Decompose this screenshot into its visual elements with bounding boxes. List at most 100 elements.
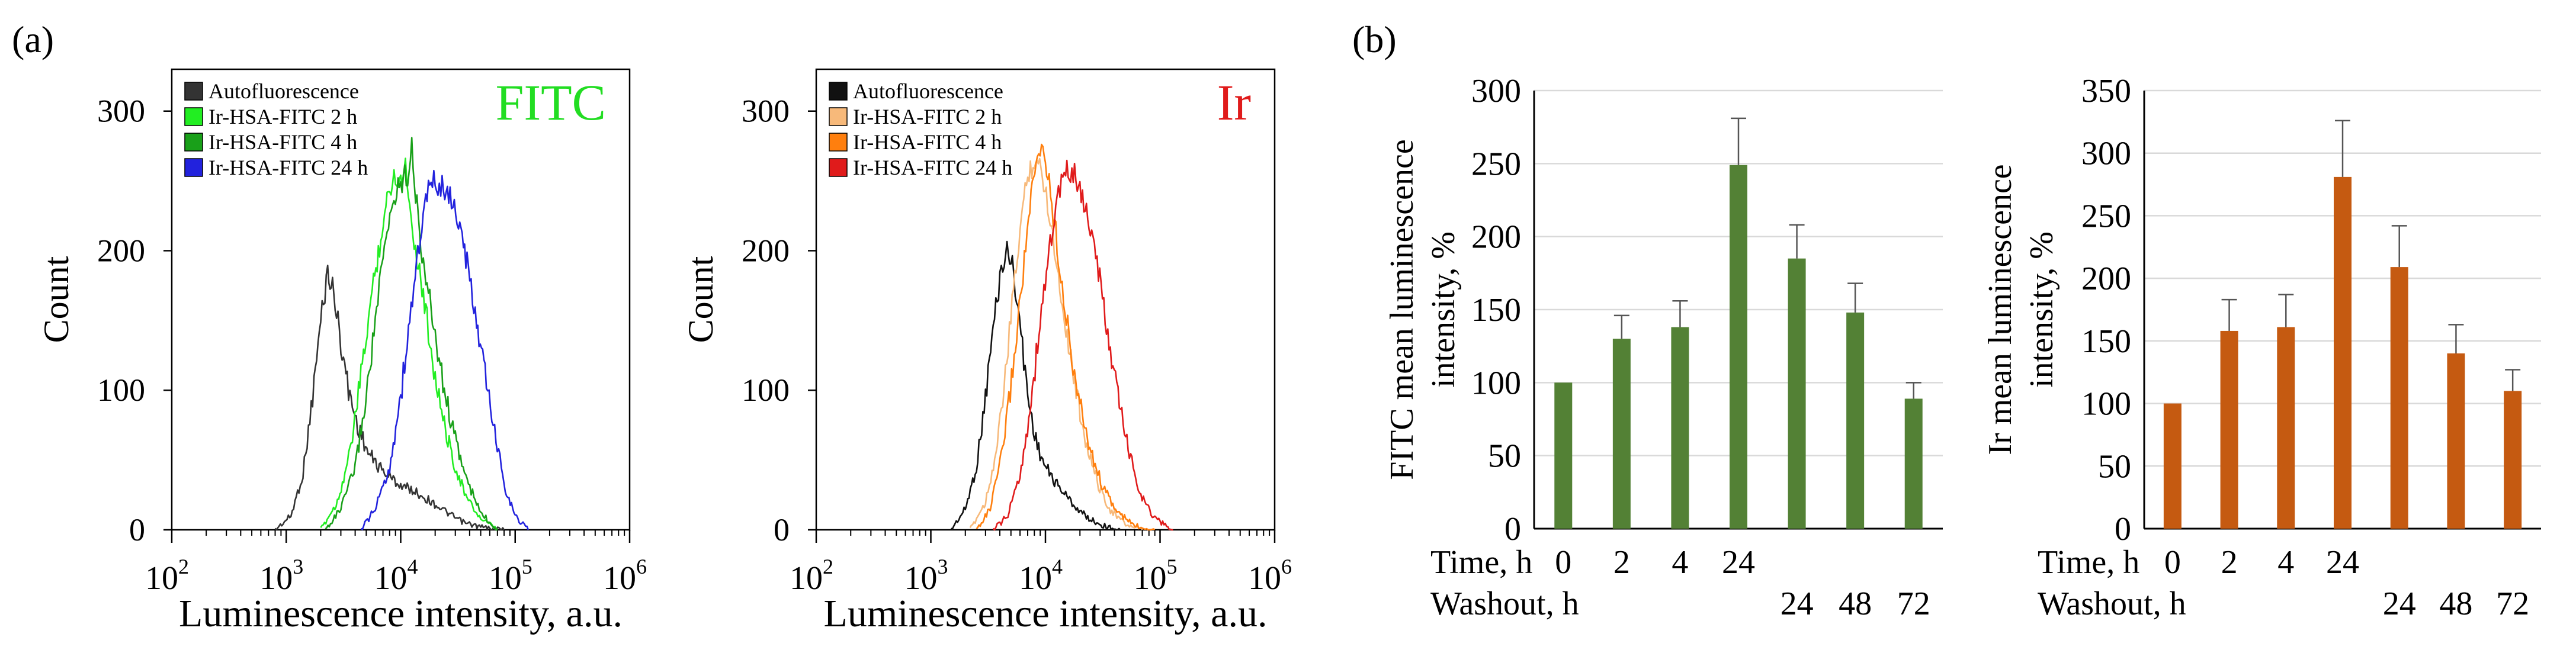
legend-label-3: Ir-HSA-FITC 24 h bbox=[208, 156, 368, 179]
x-tick-label: 102 bbox=[145, 555, 189, 597]
legend-label-1: Ir-HSA-FITC 2 h bbox=[208, 105, 357, 128]
bar-1 bbox=[2220, 330, 2238, 529]
y-axis-label-line2: intensity, % bbox=[1425, 231, 1462, 388]
series-line-1 bbox=[320, 157, 498, 531]
bar-1 bbox=[1612, 339, 1631, 529]
y-tick-label: 250 bbox=[1471, 146, 1521, 182]
washout-tick-label: 48 bbox=[2439, 585, 2472, 622]
y-tick-label: 200 bbox=[742, 233, 790, 268]
y-tick-label: 300 bbox=[742, 94, 790, 129]
x-tick-label: 103 bbox=[904, 555, 948, 597]
time-tick-label: 24 bbox=[1722, 544, 1755, 581]
legend-label-1: Ir-HSA-FITC 2 h bbox=[853, 105, 1002, 128]
y-tick-label: 100 bbox=[97, 372, 145, 408]
y-tick-label: 300 bbox=[2081, 136, 2131, 172]
legend-label-0: Autofluorescence bbox=[208, 79, 359, 103]
bar-2 bbox=[1671, 327, 1689, 529]
y-tick-label: 300 bbox=[97, 94, 145, 129]
y-tick-label: 200 bbox=[97, 233, 145, 268]
legend-label-3: Ir-HSA-FITC 24 h bbox=[853, 156, 1012, 179]
time-tick-label: 2 bbox=[2221, 544, 2238, 581]
washout-tick-label: 72 bbox=[2496, 585, 2529, 622]
y-tick-label: 50 bbox=[2098, 448, 2131, 485]
y-tick-label: 150 bbox=[2081, 323, 2131, 360]
legend-swatch-1 bbox=[184, 107, 203, 126]
legend-label-0: Autofluorescence bbox=[853, 79, 1003, 103]
time-tick-label: 4 bbox=[2277, 544, 2294, 581]
chart-title: Ir bbox=[1217, 74, 1251, 131]
series-line-2 bbox=[325, 137, 498, 531]
panel-b-label: (b) bbox=[1352, 18, 1397, 60]
time-tick-label: 24 bbox=[2326, 544, 2359, 581]
x-tick-label: 105 bbox=[489, 555, 532, 597]
time-tick-label: 0 bbox=[1555, 544, 1571, 581]
series-line-0 bbox=[950, 240, 1121, 531]
bar-0 bbox=[2163, 403, 2182, 529]
x-tick-label: 106 bbox=[1248, 555, 1292, 597]
x-tick-label: 104 bbox=[374, 555, 418, 597]
series-line-2 bbox=[976, 143, 1156, 531]
y-axis-label-line1: Ir mean luminescence bbox=[1982, 164, 2019, 455]
y-tick-label: 50 bbox=[1488, 438, 1521, 475]
washout-tick-label: 72 bbox=[1897, 585, 1930, 622]
y-tick-label: 350 bbox=[2081, 73, 2131, 110]
y-tick-label: 200 bbox=[2081, 260, 2131, 297]
y-tick-label: 100 bbox=[1471, 365, 1521, 401]
x-tick-label: 106 bbox=[603, 555, 647, 597]
legend-label-2: Ir-HSA-FITC 4 h bbox=[853, 130, 1002, 154]
washout-row-label: Washout, h bbox=[2038, 585, 2186, 622]
bar-6 bbox=[2504, 391, 2522, 529]
legend-swatch-0 bbox=[829, 82, 848, 101]
time-row-label: Time, h bbox=[1430, 544, 1532, 581]
y-tick-label: 250 bbox=[2081, 198, 2131, 234]
legend-swatch-3 bbox=[184, 158, 203, 177]
series-line-1 bbox=[969, 157, 1143, 530]
y-axis-label-line2: intensity, % bbox=[2023, 231, 2060, 388]
bar-5 bbox=[2447, 353, 2465, 529]
washout-tick-label: 24 bbox=[2383, 585, 2416, 622]
time-tick-label: 2 bbox=[1613, 544, 1630, 581]
washout-tick-label: 24 bbox=[1781, 585, 1814, 622]
legend-swatch-1 bbox=[829, 107, 848, 126]
time-tick-label: 0 bbox=[2164, 544, 2181, 581]
bar-6 bbox=[1904, 398, 1923, 529]
bar-5 bbox=[1846, 312, 1865, 529]
chart-title: FITC bbox=[496, 74, 606, 131]
time-tick-label: 4 bbox=[1672, 544, 1688, 581]
legend-swatch-0 bbox=[184, 82, 203, 101]
legend-swatch-3 bbox=[829, 158, 848, 177]
bar-3 bbox=[1730, 165, 1747, 529]
x-axis-label: Luminescence intensity, a.u. bbox=[824, 592, 1268, 635]
bar-3 bbox=[2334, 176, 2352, 529]
series-line-3 bbox=[992, 159, 1173, 531]
legend-swatch-2 bbox=[184, 133, 203, 152]
bar-2 bbox=[2277, 327, 2295, 529]
y-axis-label-line1: FITC mean luminescence bbox=[1384, 139, 1420, 480]
ir-bar-chart: 0 50 100 150 200 250 300 350 Time, h Washout, h 0 2… bbox=[1982, 73, 2541, 622]
y-axis-label: Count bbox=[37, 256, 76, 343]
x-tick-label: 105 bbox=[1134, 555, 1178, 597]
washout-row-label: Washout, h bbox=[1430, 585, 1579, 622]
legend-swatch-2 bbox=[829, 133, 848, 152]
legend-label-2: Ir-HSA-FITC 4 h bbox=[208, 130, 357, 154]
bar-0 bbox=[1554, 382, 1573, 529]
x-tick-label: 103 bbox=[259, 555, 303, 597]
y-tick-label: 100 bbox=[2081, 386, 2131, 423]
series-line-0 bbox=[274, 265, 505, 531]
series-line-3 bbox=[360, 169, 530, 530]
y-tick-label: 150 bbox=[1471, 292, 1521, 329]
y-tick-label: 100 bbox=[742, 372, 790, 408]
y-tick-label: 200 bbox=[1471, 219, 1521, 256]
bar-4 bbox=[1788, 258, 1806, 529]
panel-a-label: (a) bbox=[12, 18, 54, 60]
x-tick-label: 102 bbox=[790, 555, 833, 597]
y-tick-label: 0 bbox=[1504, 511, 1521, 548]
x-tick-label: 104 bbox=[1019, 555, 1063, 597]
time-row-label: Time, h bbox=[2038, 544, 2139, 581]
y-tick-label: 0 bbox=[774, 512, 790, 548]
x-axis-label: Luminescence intensity, a.u. bbox=[179, 592, 623, 635]
